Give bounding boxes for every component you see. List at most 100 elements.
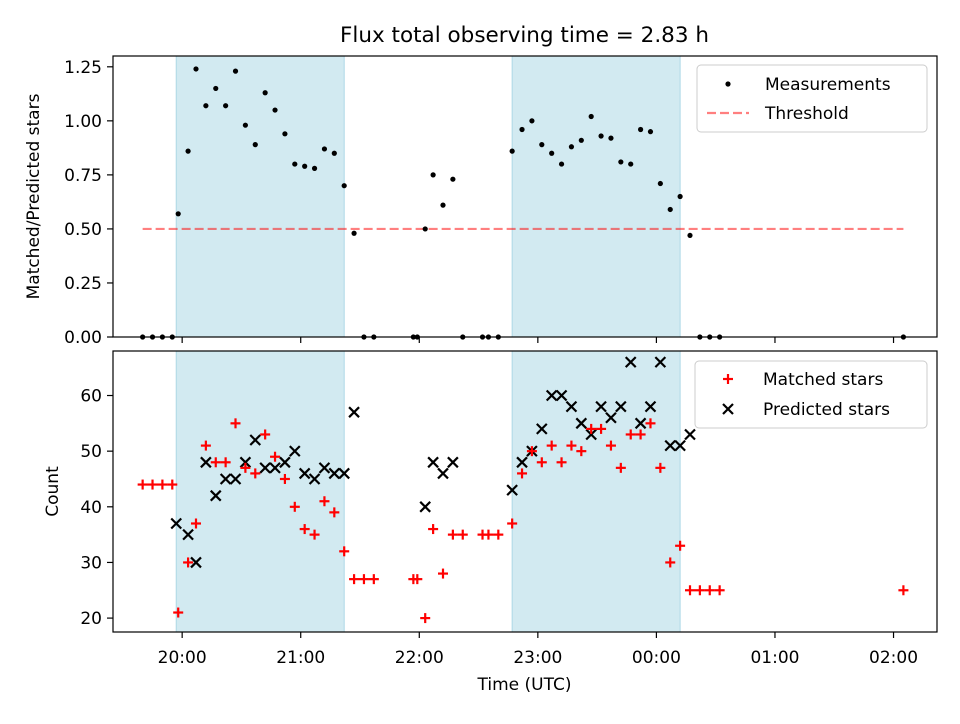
- matched-star-point: [526, 446, 537, 457]
- top-legend-box: [696, 64, 928, 133]
- y-tick-label: 1.25: [64, 58, 102, 78]
- matched-star-point: [714, 585, 725, 596]
- matched-star-point: [635, 429, 646, 440]
- matched-star-point: [507, 518, 518, 529]
- cross-stroke: [684, 428, 696, 441]
- measurement-point: [588, 113, 594, 120]
- cross-stroke: [555, 389, 568, 402]
- y-tick-label: 0.25: [64, 274, 102, 294]
- legend-measurements-marker: [725, 81, 731, 87]
- predicted-star-point: [536, 423, 548, 435]
- measurement-point: [509, 148, 515, 154]
- observing-interval: [511, 55, 681, 338]
- matched-star-point: [655, 462, 666, 473]
- predicted-star-point: [615, 400, 627, 413]
- measurement-point: [440, 202, 446, 208]
- predicted-star-point: [674, 439, 686, 452]
- matched-star-point: [447, 529, 458, 540]
- x-tick-label: 20:00: [158, 648, 207, 668]
- measurement-point: [223, 103, 229, 109]
- matched-star-point: [299, 524, 310, 535]
- measurement-point: [647, 129, 654, 135]
- cross-stroke: [259, 462, 271, 474]
- cross-stroke: [298, 467, 311, 480]
- predicted-star-point: [634, 417, 647, 430]
- cross-stroke: [506, 484, 518, 496]
- legend-plus: [723, 374, 733, 384]
- bottom-shaded-intervals: [175, 350, 681, 633]
- predicted-star-point: [269, 462, 281, 474]
- measurement-point: [558, 161, 565, 167]
- cross-stroke: [318, 462, 331, 474]
- cross-stroke: [289, 445, 301, 457]
- predicted-star-point: [308, 473, 321, 485]
- matched-star-point: [517, 468, 528, 479]
- predicted-star-point: [684, 428, 696, 441]
- matched-star-point: [183, 557, 194, 568]
- matched-star-point: [412, 574, 423, 585]
- predicted-star-point: [229, 473, 242, 485]
- matched-star-point: [645, 418, 656, 429]
- matched-star-point: [279, 473, 290, 484]
- cross-stroke: [674, 439, 686, 452]
- x-tick-label: 23:00: [513, 648, 562, 668]
- y-tick-label: 0.75: [64, 166, 102, 186]
- measurement-point: [657, 180, 663, 187]
- matched-star-point: [556, 457, 567, 468]
- legend-matched-marker: [723, 374, 733, 384]
- top-x-ticks: [181, 337, 895, 343]
- cross-stroke: [200, 456, 212, 469]
- bottom-y-ticks: 20 30 40 50 60: [80, 387, 113, 629]
- matched-star-point: [157, 479, 168, 490]
- matched-star-point: [358, 574, 369, 585]
- cross-stroke: [595, 400, 607, 413]
- cross-stroke: [516, 456, 528, 469]
- cross-stroke: [219, 473, 232, 485]
- matched-star-point: [329, 507, 340, 518]
- predicted-star-point: [289, 445, 301, 457]
- predicted-star-point: [506, 484, 518, 496]
- matched-star-point: [289, 501, 300, 512]
- measurement-point: [549, 150, 555, 156]
- measurement-point: [282, 131, 288, 137]
- measurement-point: [252, 142, 258, 148]
- matched-star-point: [615, 462, 626, 473]
- bottom-legend-box: [694, 360, 928, 429]
- predicted-star-point: [328, 467, 341, 480]
- y-tick-label: 40: [80, 498, 102, 518]
- legend-measurements-label: Measurements: [765, 75, 891, 95]
- matched-star-point: [684, 585, 695, 596]
- predicted-star-point: [170, 517, 183, 530]
- matched-star-point: [349, 574, 360, 585]
- predicted-star-point: [664, 439, 677, 452]
- cross-stroke: [615, 400, 627, 413]
- y-tick-label: 1.00: [64, 112, 102, 132]
- bottom-y-axis-label: Count: [43, 466, 63, 517]
- top-y-axis-label: Matched/Predicted stars: [24, 93, 44, 299]
- matched-star-point: [665, 557, 676, 568]
- measurement-point: [539, 142, 545, 148]
- y-tick-label: 0.50: [64, 220, 102, 240]
- measurement-point: [292, 161, 298, 167]
- measurement-point: [272, 107, 278, 113]
- predicted-star-point: [427, 456, 439, 469]
- legend-cross: [722, 403, 734, 415]
- measurement-point: [667, 206, 673, 213]
- measurement-point: [430, 172, 436, 178]
- cross-stroke: [419, 501, 431, 513]
- measurement-point: [232, 68, 239, 74]
- predicted-star-point: [190, 556, 202, 569]
- cross-stroke: [722, 403, 734, 415]
- measurement-point: [637, 126, 644, 133]
- cross-stroke: [427, 456, 439, 469]
- predicted-star-point: [279, 456, 291, 469]
- predicted-star-point: [565, 400, 578, 413]
- y-tick-label: 60: [80, 387, 102, 407]
- measurement-point: [175, 211, 181, 217]
- measurement-point: [321, 146, 328, 152]
- x-tick-label: 01:00: [750, 648, 799, 668]
- matched-star-point: [596, 423, 607, 434]
- cross-stroke: [269, 462, 281, 474]
- cross-stroke: [565, 400, 578, 413]
